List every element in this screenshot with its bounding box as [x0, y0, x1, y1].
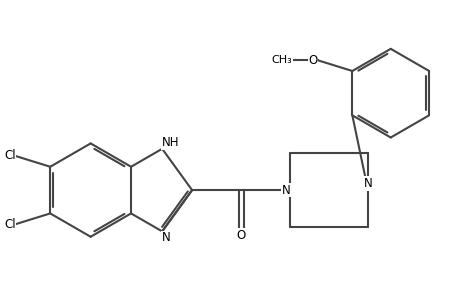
- Text: N: N: [281, 184, 290, 196]
- Text: O: O: [308, 54, 317, 67]
- Text: CH₃: CH₃: [271, 55, 292, 65]
- Text: N: N: [162, 231, 171, 244]
- Text: NH: NH: [162, 136, 179, 149]
- Text: N: N: [363, 177, 372, 190]
- Text: O: O: [236, 229, 245, 242]
- Text: Cl: Cl: [4, 218, 16, 231]
- Text: Cl: Cl: [4, 149, 16, 163]
